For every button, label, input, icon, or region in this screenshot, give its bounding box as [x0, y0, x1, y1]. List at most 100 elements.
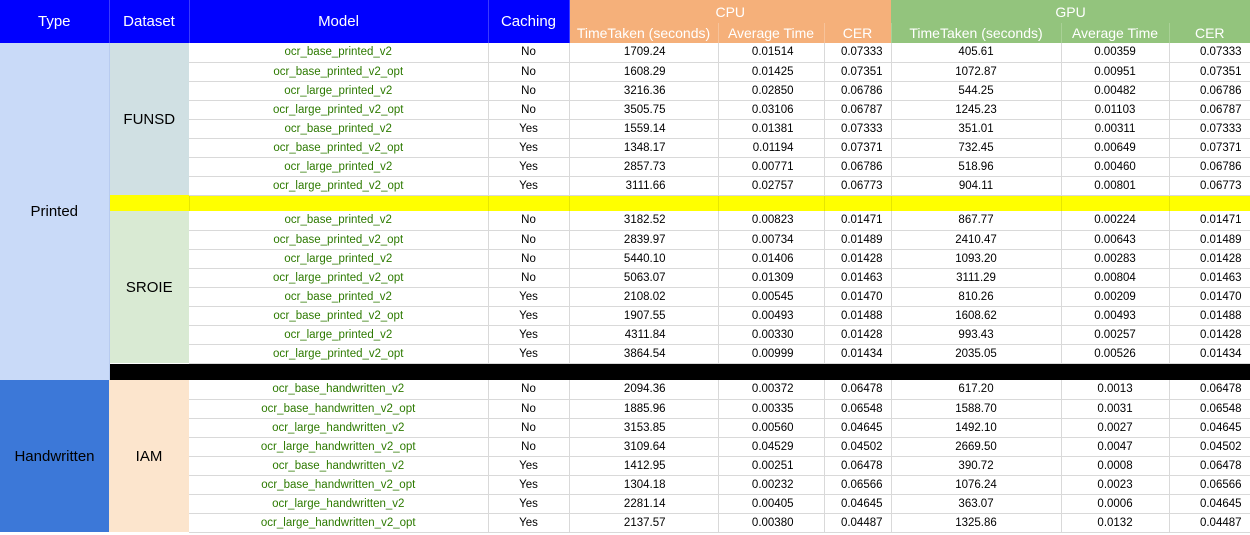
- header-cpu-time: TimeTaken (seconds): [568, 23, 718, 43]
- gpu-cer-cell: 0.01434: [1169, 344, 1250, 364]
- cpu-time-cell: 3216.36: [569, 81, 719, 101]
- table-row: ocr_base_printed_v2_opt No 1608.29 0.01425 0…: [0, 62, 1250, 82]
- model-cell: ocr_large_printed_v2_opt: [189, 100, 489, 120]
- cpu-time-cell: 1348.17: [569, 138, 719, 158]
- separator-cell: [824, 195, 892, 211]
- cpu-cer-cell: 0.04487: [824, 513, 892, 533]
- gpu-average-cell: 0.00311: [1061, 119, 1170, 139]
- cpu-average-cell: 0.01194: [718, 138, 825, 158]
- gpu-average-cell: 0.0008: [1061, 456, 1170, 476]
- model-cell: ocr_base_handwritten_v2: [189, 380, 489, 400]
- cpu-cer-cell: 0.07371: [824, 138, 892, 158]
- table-row: ocr_large_printed_v2_opt No 3505.75 0.03106…: [0, 100, 1250, 120]
- model-cell: ocr_base_printed_v2_opt: [189, 138, 489, 158]
- table-row: ocr_base_printed_v2_opt Yes 1907.55 0.00493…: [0, 306, 1250, 326]
- cpu-cer-cell: 0.06786: [824, 157, 892, 177]
- caching-cell: No: [488, 81, 570, 101]
- gpu-time-cell: 993.43: [891, 325, 1062, 345]
- model-cell: ocr_base_printed_v2_opt: [189, 62, 489, 82]
- gpu-cer-cell: 0.01463: [1169, 268, 1250, 288]
- cpu-cer-cell: 0.07351: [824, 62, 892, 82]
- cpu-time-cell: 1709.24: [569, 43, 719, 63]
- table-row: ocr_large_handwritten_v2 Yes 2281.14 0.0040…: [0, 494, 1250, 514]
- cpu-time-cell: 1885.96: [569, 399, 719, 419]
- cpu-average-cell: 0.01381: [718, 119, 825, 139]
- cpu-time-cell: 3864.54: [569, 344, 719, 364]
- cpu-cer-cell: 0.01470: [824, 287, 892, 307]
- gpu-time-cell: 617.20: [891, 380, 1062, 400]
- gpu-time-cell: 1608.62: [891, 306, 1062, 326]
- cpu-time-cell: 2281.14: [569, 494, 719, 514]
- table-row: ocr_base_printed_v2_opt Yes 1348.17 0.01194…: [0, 138, 1250, 158]
- header-caching: Caching: [488, 0, 570, 43]
- cpu-time-cell: 5440.10: [569, 249, 719, 269]
- gpu-cer-cell: 0.04645: [1169, 418, 1250, 438]
- gpu-average-cell: 0.00257: [1061, 325, 1170, 345]
- table-row: SROIE ocr_base_printed_v2 No 3182.52 0.00823…: [0, 211, 1250, 363]
- model-cell: ocr_base_printed_v2_opt: [189, 230, 489, 250]
- gpu-cer-cell: 0.06787: [1169, 100, 1250, 120]
- table-row: Handwritten IAM ocr_base_handwritten_v2 No 2…: [0, 380, 1250, 532]
- cpu-cer-cell: 0.04645: [824, 418, 892, 438]
- cpu-cer-cell: 0.01428: [824, 325, 892, 345]
- caching-cell: Yes: [488, 325, 570, 345]
- caching-cell: No: [488, 399, 570, 419]
- gpu-average-cell: 0.0006: [1061, 494, 1170, 514]
- cpu-average-cell: 0.00380: [718, 513, 825, 533]
- separator-cell: [488, 195, 570, 211]
- model-cell: ocr_large_handwritten_v2: [189, 494, 489, 514]
- cpu-time-cell: 1907.55: [569, 306, 719, 326]
- gpu-time-cell: 2410.47: [891, 230, 1062, 250]
- separator-cell: [718, 195, 825, 211]
- gpu-average-cell: 0.00224: [1061, 211, 1170, 231]
- cpu-average-cell: 0.00493: [718, 306, 825, 326]
- gpu-time-cell: 1325.86: [891, 513, 1062, 533]
- caching-cell: No: [488, 380, 570, 400]
- cpu-time-cell: 4311.84: [569, 325, 719, 345]
- cpu-average-cell: 0.00232: [718, 475, 825, 495]
- cpu-average-cell: 0.00771: [718, 157, 825, 177]
- gpu-time-cell: 1492.10: [891, 418, 1062, 438]
- cpu-time-cell: 2839.97: [569, 230, 719, 250]
- cpu-time-cell: 5063.07: [569, 268, 719, 288]
- gpu-average-cell: 0.00359: [1061, 43, 1170, 63]
- cpu-average-cell: 0.02850: [718, 81, 825, 101]
- cpu-average-cell: 0.00545: [718, 287, 825, 307]
- cpu-average-cell: 0.01425: [718, 62, 825, 82]
- cpu-cer-cell: 0.01489: [824, 230, 892, 250]
- gpu-time-cell: 3111.29: [891, 268, 1062, 288]
- table-row: ocr_base_printed_v2_opt No 2839.97 0.00734 0…: [0, 230, 1250, 250]
- table-row: ocr_large_handwritten_v2_opt Yes 2137.57 0.…: [0, 513, 1250, 533]
- cpu-average-cell: 0.03106: [718, 100, 825, 120]
- separator-cell: [569, 195, 719, 211]
- gpu-time-cell: 867.77: [891, 211, 1062, 231]
- gpu-average-cell: 0.00209: [1061, 287, 1170, 307]
- caching-cell: Yes: [488, 157, 570, 177]
- gpu-time-cell: 1588.70: [891, 399, 1062, 419]
- table-row: ocr_large_printed_v2 Yes 2857.73 0.00771 0.0…: [0, 157, 1250, 177]
- cpu-cer-cell: 0.06773: [824, 176, 892, 196]
- cpu-average-cell: 0.00251: [718, 456, 825, 476]
- table-row: ocr_large_printed_v2 No 3216.36 0.02850 0.06…: [0, 81, 1250, 101]
- gpu-time-cell: 1076.24: [891, 475, 1062, 495]
- gpu-time-cell: 1093.20: [891, 249, 1062, 269]
- gpu-time-cell: 363.07: [891, 494, 1062, 514]
- table-row: ocr_base_handwritten_v2_opt No 1885.96 0.00…: [0, 399, 1250, 419]
- caching-cell: No: [488, 249, 570, 269]
- cpu-time-cell: 3153.85: [569, 418, 719, 438]
- separator-cell: [109, 195, 190, 211]
- cpu-cer-cell: 0.04645: [824, 494, 892, 514]
- header-cpu: CPU: [569, 0, 892, 23]
- table-row: ocr_large_printed_v2 Yes 4311.84 0.00330 0.0…: [0, 325, 1250, 345]
- separator-cell: [1061, 195, 1170, 211]
- cpu-time-cell: 2857.73: [569, 157, 719, 177]
- table-row: ocr_base_handwritten_v2 Yes 1412.95 0.00251…: [0, 456, 1250, 476]
- gpu-time-cell: 518.96: [891, 157, 1062, 177]
- caching-cell: No: [488, 43, 570, 63]
- model-cell: ocr_base_printed_v2: [189, 287, 489, 307]
- model-cell: ocr_large_printed_v2_opt: [189, 268, 489, 288]
- header-model: Model: [189, 0, 489, 43]
- caching-cell: No: [488, 437, 570, 457]
- header-cpu-cer: CER: [823, 23, 892, 43]
- gpu-cer-cell: 0.01470: [1169, 287, 1250, 307]
